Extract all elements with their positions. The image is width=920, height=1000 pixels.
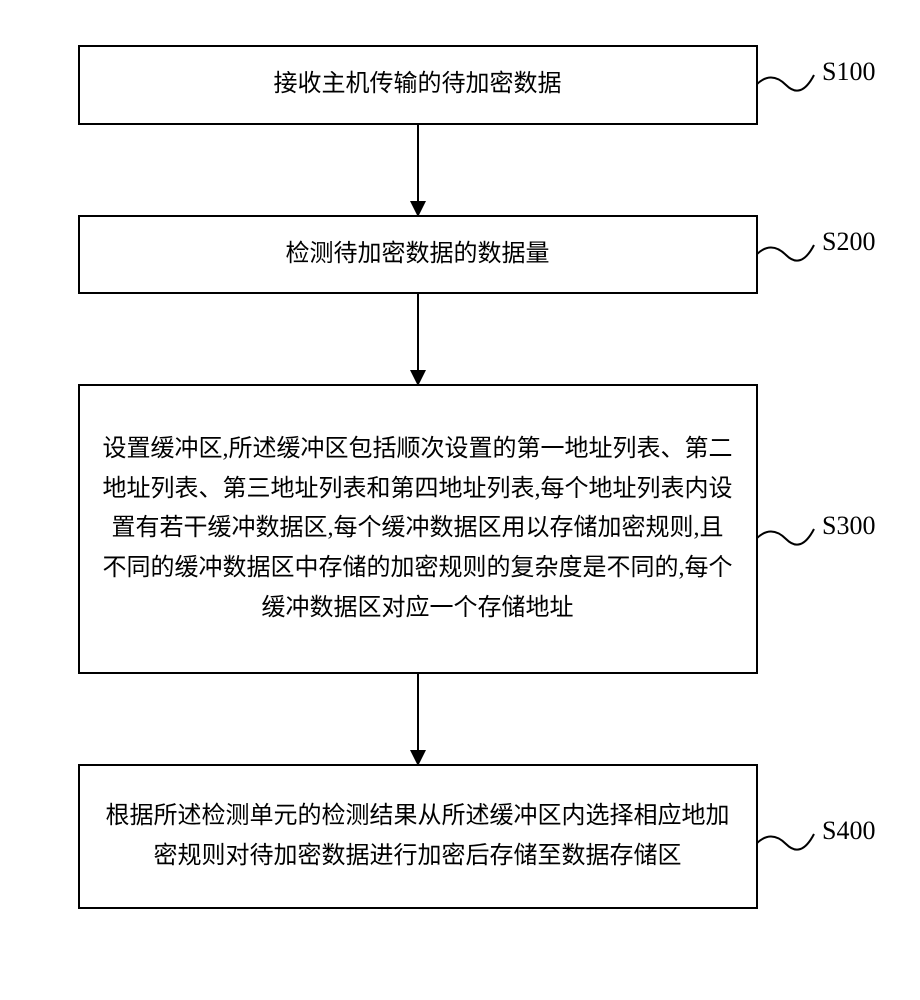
step-box-s100: 接收主机传输的待加密数据 S100 [78, 45, 758, 125]
step-text-s200: 检测待加密数据的数据量 [286, 235, 550, 275]
step-box-s400: 根据所述检测单元的检测结果从所述缓冲区内选择相应地加密规则对待加密数据进行加密后… [78, 764, 758, 909]
arrow-icon [417, 674, 419, 764]
step-label-s200: S200 [822, 227, 875, 257]
step-text-s400: 根据所述检测单元的检测结果从所述缓冲区内选择相应地加密规则对待加密数据进行加密后… [102, 797, 734, 876]
arrow-icon [417, 125, 419, 215]
label-connector-s200 [756, 235, 816, 280]
label-connector-s400 [756, 824, 816, 869]
label-connector-s100 [756, 65, 816, 110]
step-label-s400: S400 [822, 816, 875, 846]
flowchart-container: 接收主机传输的待加密数据 S100 检测待加密数据的数据量 S200 设置缓冲区… [0, 0, 780, 909]
step-label-s100: S100 [822, 57, 875, 87]
step-label-s300: S300 [822, 511, 875, 541]
step-box-s200: 检测待加密数据的数据量 S200 [78, 215, 758, 295]
step-text-s100: 接收主机传输的待加密数据 [274, 65, 562, 105]
arrow-icon [417, 294, 419, 384]
arrow-3-to-4 [78, 674, 758, 764]
label-connector-s300 [756, 519, 816, 564]
step-box-s300: 设置缓冲区,所述缓冲区包括顺次设置的第一地址列表、第二地址列表、第三地址列表和第… [78, 384, 758, 674]
step-text-s300: 设置缓冲区,所述缓冲区包括顺次设置的第一地址列表、第二地址列表、第三地址列表和第… [102, 430, 734, 628]
arrow-1-to-2 [78, 125, 758, 215]
arrow-2-to-3 [78, 294, 758, 384]
